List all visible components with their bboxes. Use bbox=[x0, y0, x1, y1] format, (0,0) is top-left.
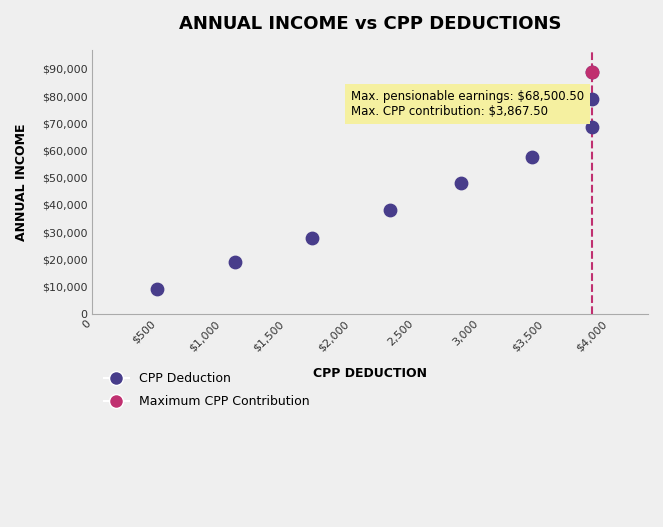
Text: Max. pensionable earnings: $68,500.50
Max. CPP contribution: $3,867.50: Max. pensionable earnings: $68,500.50 Ma… bbox=[351, 90, 584, 118]
Point bbox=[385, 206, 395, 214]
Point bbox=[587, 67, 597, 76]
Point bbox=[455, 179, 466, 188]
Point bbox=[587, 123, 597, 132]
Point bbox=[229, 258, 240, 266]
Point bbox=[587, 67, 597, 76]
Legend: CPP Deduction, Maximum CPP Contribution: CPP Deduction, Maximum CPP Contribution bbox=[99, 367, 314, 413]
Title: ANNUAL INCOME vs CPP DEDUCTIONS: ANNUAL INCOME vs CPP DEDUCTIONS bbox=[179, 15, 562, 33]
Point bbox=[152, 285, 162, 294]
Point bbox=[587, 94, 597, 103]
X-axis label: CPP DEDUCTION: CPP DEDUCTION bbox=[313, 367, 427, 380]
Point bbox=[307, 233, 318, 242]
Y-axis label: ANNUAL INCOME: ANNUAL INCOME bbox=[15, 123, 28, 240]
Point bbox=[526, 153, 537, 162]
